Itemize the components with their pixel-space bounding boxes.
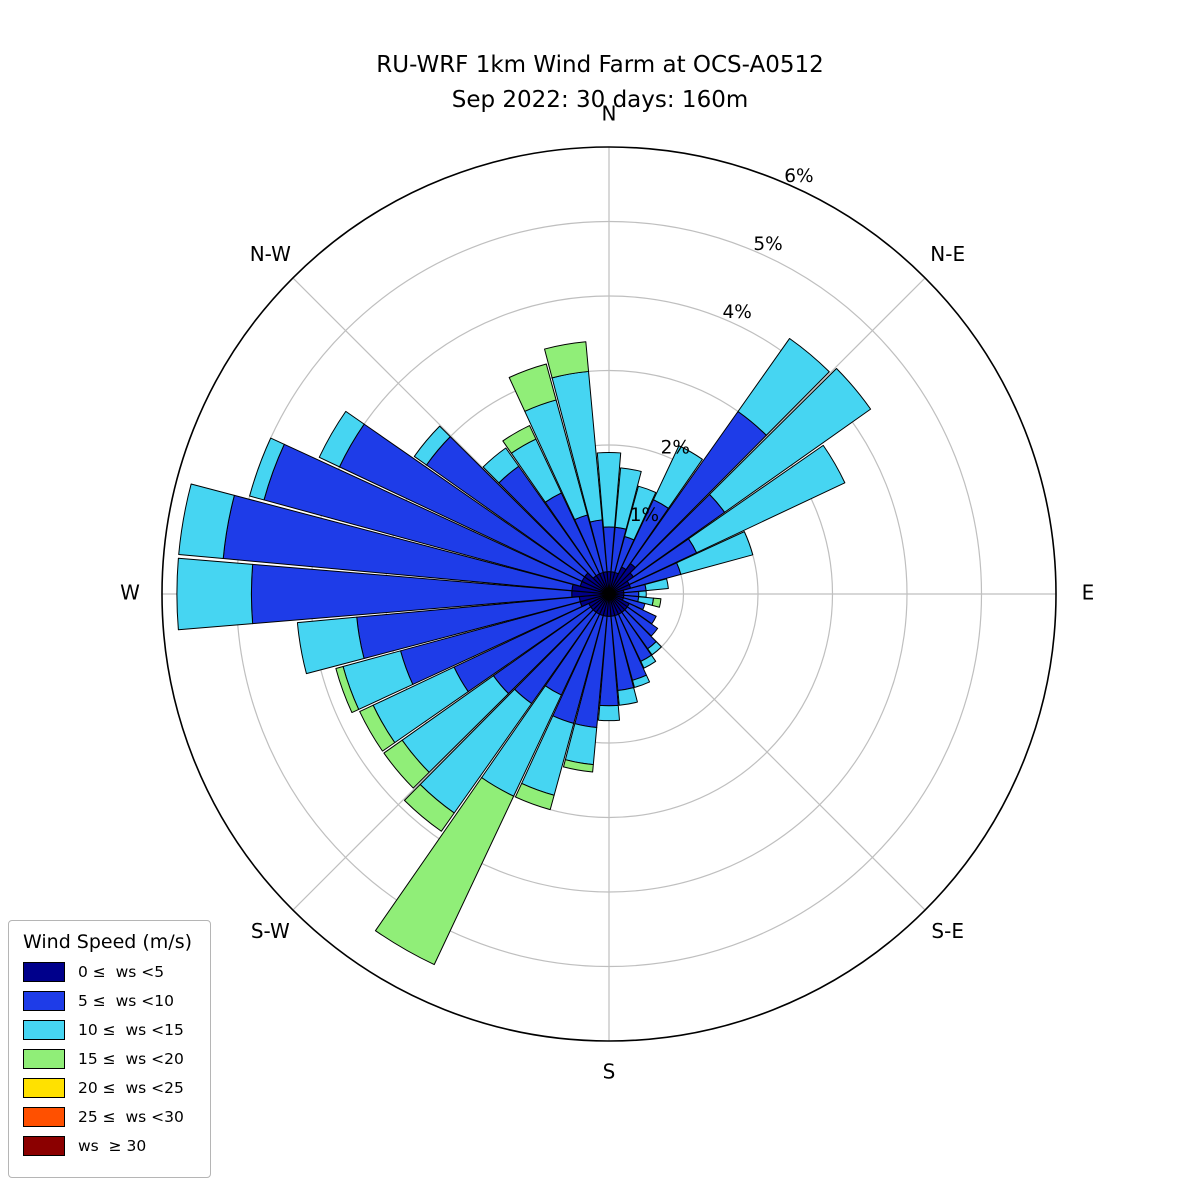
radial-tick-label: 4%: [722, 302, 751, 323]
radial-tick-label: 5%: [753, 234, 782, 255]
windrose-bar-segment: [176, 557, 254, 631]
windrose-bar-segment: [403, 783, 455, 832]
legend-swatch: [23, 962, 65, 982]
windrose-bar-segment: [596, 451, 622, 528]
legend-item: 0 ≤ ws <5: [23, 962, 192, 982]
legend-label: ws ≥ 30: [78, 1137, 147, 1155]
windrose-bar-segment: [383, 739, 430, 789]
compass-label-n: N: [602, 102, 617, 126]
legend-label: 25 ≤ ws <30: [78, 1108, 184, 1126]
legend-item: 25 ≤ ws <30: [23, 1107, 192, 1127]
windrose-bar-segment: [640, 654, 657, 669]
wind-speed-legend: Wind Speed (m/s) 0 ≤ ws <5 5 ≤ ws <10 10 ≤…: [8, 920, 212, 1178]
legend-item: 15 ≤ ws <20: [23, 1049, 192, 1069]
windrose-bar-segment: [737, 337, 830, 436]
compass-label-n-w: N-W: [250, 242, 291, 266]
windrose-bar-segment: [688, 444, 846, 554]
legend-label: 10 ≤ ws <15: [78, 1021, 184, 1039]
legend-label: 20 ≤ ws <25: [78, 1079, 184, 1097]
windrose-bar-segment: [413, 425, 451, 466]
legend-item: 20 ≤ ws <25: [23, 1078, 192, 1098]
compass-label-s-w: S-W: [251, 919, 290, 943]
windrose-bar-segment: [562, 759, 594, 773]
compass-label-s: S: [603, 1060, 616, 1084]
windrose-bar-segment: [374, 777, 515, 966]
windrose-bar-segment: [249, 437, 285, 501]
chart-title-line2: Sep 2022: 30 days: 160m: [451, 86, 749, 113]
windrose-bar-segment: [178, 483, 235, 560]
legend-swatch: [23, 1078, 65, 1098]
windrose-bar-segment: [651, 597, 662, 608]
windrose-bar-segment: [502, 425, 537, 454]
outer-ring: [161, 146, 1057, 1042]
compass-label-s-e: S-E: [931, 919, 964, 943]
legend-label: 15 ≤ ws <20: [78, 1050, 184, 1068]
legend-item: ws ≥ 30: [23, 1136, 192, 1156]
radial-tick-label: 2%: [661, 437, 690, 458]
compass-label-n-e: N-E: [930, 242, 965, 266]
windrose-bar-segment: [652, 445, 703, 509]
windrose-bar-segment: [296, 616, 365, 675]
legend-title: Wind Speed (m/s): [23, 931, 193, 953]
legend-item: 10 ≤ ws <15: [23, 1020, 192, 1040]
legend-items: 0 ≤ ws <5 5 ≤ ws <10 10 ≤ ws <15 15 ≤ ws <2…: [23, 962, 192, 1156]
windrose-bar-segment: [614, 467, 642, 530]
windrose-bar-segment: [632, 674, 651, 688]
windrose-bar-segment: [624, 485, 657, 541]
legend-label: 0 ≤ ws <5: [78, 963, 165, 981]
windrose-bar-segment: [638, 590, 647, 598]
windrose-bar-segment: [598, 704, 620, 722]
legend-label: 5 ≤ ws <10: [78, 992, 175, 1010]
windrose-bar-segment: [514, 782, 555, 811]
windrose-bar-segment: [335, 666, 360, 714]
windrose-bar-segment: [359, 704, 396, 752]
radial-tick-label: 1%: [630, 505, 659, 526]
legend-swatch: [23, 991, 65, 1011]
windrose-bar-segment: [617, 687, 638, 706]
legend-swatch: [23, 1107, 65, 1127]
windrose-bar-segment: [482, 447, 520, 484]
windrose-bar-segment: [709, 367, 872, 513]
legend-item: 5 ≤ ws <10: [23, 991, 192, 1011]
radial-tick-label: 6%: [784, 166, 813, 187]
chart-title: RU-WRF 1km Wind Farm at OCS-A0512 Sep 20…: [0, 48, 1200, 117]
legend-swatch: [23, 1136, 65, 1156]
windrose-bar-segment: [647, 641, 662, 656]
legend-swatch: [23, 1020, 65, 1040]
windrose-bar-segment: [676, 531, 754, 575]
legend-swatch: [23, 1049, 65, 1069]
windrose-bar-segment: [544, 341, 590, 379]
windrose-bar-segment: [318, 410, 365, 468]
chart-title-line1: RU-WRF 1km Wind Farm at OCS-A0512: [376, 52, 824, 78]
compass-label-w: W: [120, 581, 140, 605]
windrose-bar-segment: [508, 363, 557, 412]
compass-label-e: E: [1082, 581, 1095, 605]
